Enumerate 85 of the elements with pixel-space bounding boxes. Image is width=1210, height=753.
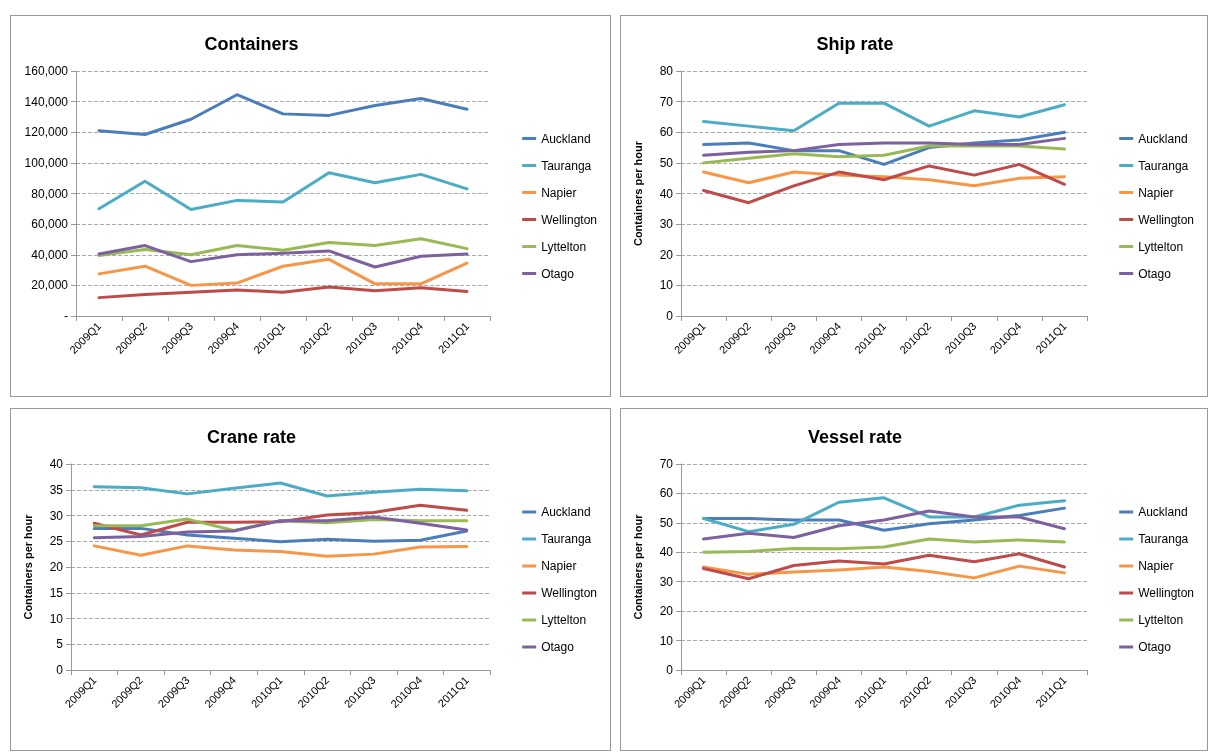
- legend-label: Wellington: [541, 212, 597, 227]
- y-tick-label: 10: [659, 633, 674, 648]
- legend-label: Lyttelton: [541, 613, 587, 627]
- legend-label: Otago: [541, 266, 575, 281]
- legend-label: Tauranga: [541, 158, 592, 173]
- y-tick-label: 120,000: [24, 125, 69, 140]
- legend-label: Tauranga: [1138, 532, 1189, 546]
- y-tick-label: 30: [659, 574, 674, 589]
- legend-label: Tauranga: [541, 532, 592, 546]
- legend-label: Otago: [1138, 640, 1172, 654]
- y-tick-label: 80,000: [31, 186, 69, 201]
- line-series: [97, 171, 469, 212]
- line-series: [702, 537, 1066, 554]
- legend-label: Napier: [541, 559, 577, 573]
- y-tick-label: 0: [666, 309, 674, 323]
- legend-label: Wellington: [541, 586, 597, 600]
- y-tick-label: 80: [659, 64, 674, 78]
- line-series: [702, 496, 1066, 534]
- y-tick-label: 160,000: [24, 64, 69, 78]
- legend-label: Auckland: [1138, 505, 1188, 519]
- y-tick-label: 40: [659, 186, 674, 201]
- legend-label: Lyttelton: [541, 239, 587, 254]
- y-tick-label: 60,000: [31, 217, 69, 232]
- y-tick-label: 60: [659, 125, 674, 140]
- y-axis-title: Containers per hour: [21, 513, 34, 620]
- line-series: [97, 244, 469, 269]
- y-tick-label: 40: [659, 545, 674, 560]
- y-axis-title: Containers per hour: [631, 140, 644, 247]
- line-series: [97, 93, 469, 137]
- chart-title: Containers: [204, 34, 299, 54]
- y-tick-label: 30: [49, 508, 64, 523]
- line-series: [702, 101, 1066, 133]
- line-series: [702, 162, 1066, 205]
- legend-label: Napier: [541, 185, 577, 200]
- line-series: [702, 552, 1066, 581]
- y-tick-label: -: [64, 309, 68, 323]
- legend-label: Napier: [1138, 559, 1174, 573]
- y-tick-label: 35: [49, 482, 64, 497]
- y-tick-label: 40: [49, 457, 64, 471]
- line-series: [97, 237, 469, 258]
- chart-title: Ship rate: [816, 34, 894, 54]
- legend-label: Auckland: [1138, 131, 1188, 146]
- legend-label: Wellington: [1138, 586, 1194, 600]
- y-tick-label: 10: [659, 278, 674, 293]
- legend-label: Lyttelton: [1138, 613, 1184, 627]
- y-tick-label: 15: [49, 585, 64, 600]
- y-tick-label: 20,000: [31, 278, 69, 293]
- chart-title: Crane rate: [206, 427, 297, 447]
- line-series: [97, 257, 469, 287]
- line-series: [92, 544, 469, 558]
- y-tick-label: 40,000: [31, 247, 69, 262]
- line-series: [702, 144, 1066, 165]
- y-tick-label: 140,000: [24, 94, 69, 109]
- y-tick-label: 50: [659, 515, 674, 530]
- y-tick-label: 0: [56, 663, 64, 677]
- y-tick-label: 50: [659, 155, 674, 170]
- line-series: [702, 509, 1066, 541]
- y-tick-label: 30: [659, 217, 674, 232]
- legend-label: Auckland: [541, 505, 591, 519]
- y-tick-label: 5: [56, 637, 64, 652]
- legend-label: Tauranga: [1138, 158, 1189, 173]
- chart-title: Vessel rate: [807, 427, 903, 447]
- line-series: [702, 136, 1066, 157]
- legend-label: Otago: [541, 640, 575, 654]
- y-tick-label: 20: [49, 560, 64, 574]
- line-series: [702, 564, 1066, 580]
- line-series: [92, 526, 469, 544]
- y-axis-title: Containers per hour: [631, 513, 644, 620]
- legend-label: Lyttelton: [1138, 239, 1184, 254]
- y-tick-label: 60: [659, 486, 674, 501]
- line-series: [92, 481, 469, 498]
- legend-label: Napier: [1138, 185, 1174, 200]
- y-tick-label: 70: [659, 94, 674, 109]
- line-series: [97, 285, 469, 300]
- legend-label: Wellington: [1138, 212, 1194, 227]
- y-tick-label: 70: [659, 457, 674, 471]
- legend-label: Otago: [1138, 266, 1172, 281]
- y-tick-label: 10: [49, 611, 64, 626]
- y-tick-label: 25: [49, 534, 64, 549]
- y-tick-label: 20: [659, 604, 674, 619]
- y-tick-label: 0: [666, 663, 674, 677]
- y-tick-label: 20: [659, 247, 674, 262]
- y-tick-label: 100,000: [24, 155, 69, 170]
- legend-label: Auckland: [541, 131, 591, 146]
- line-series: [92, 515, 469, 540]
